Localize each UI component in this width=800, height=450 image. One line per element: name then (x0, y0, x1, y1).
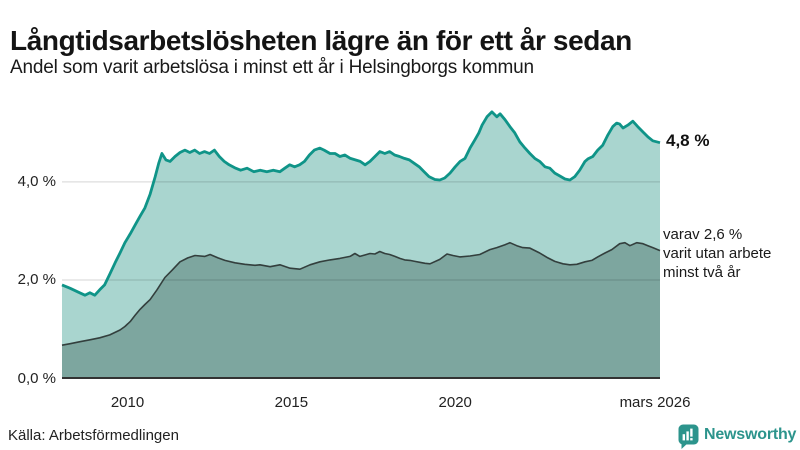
x-tick-label: 2020 (438, 394, 472, 411)
y-tick-label: 4,0 % (17, 173, 56, 191)
endpoint-label-primary: 4,8 % (666, 131, 710, 150)
newsworthy-logo[interactable]: Newsworthy (678, 424, 796, 450)
series-line-0 (61, 110, 661, 297)
chart-subtitle: Andel som varit arbetslösa i minst ett å… (10, 57, 534, 78)
series-line-1 (61, 241, 661, 346)
x-tick-label: 2015 (274, 394, 309, 411)
endpoint-label-secondary: varav 2,6 % varit utan arbete minst två … (663, 226, 772, 281)
x-tick-label: mars 2026 (619, 394, 691, 411)
area-fill-1 (62, 242, 660, 378)
y-tick-label: 2,0 % (17, 271, 56, 289)
source-note: Källa: Arbetsförmedlingen (8, 427, 179, 444)
x-tick-label: 2010 (110, 394, 145, 411)
newsworthy-wordmark: Newsworthy (704, 426, 797, 443)
newsworthy-icon (678, 424, 699, 449)
chart-title: Långtidsarbetslösheten lägre än för ett … (10, 24, 632, 56)
y-tick-label: 0,0 % (17, 369, 56, 387)
